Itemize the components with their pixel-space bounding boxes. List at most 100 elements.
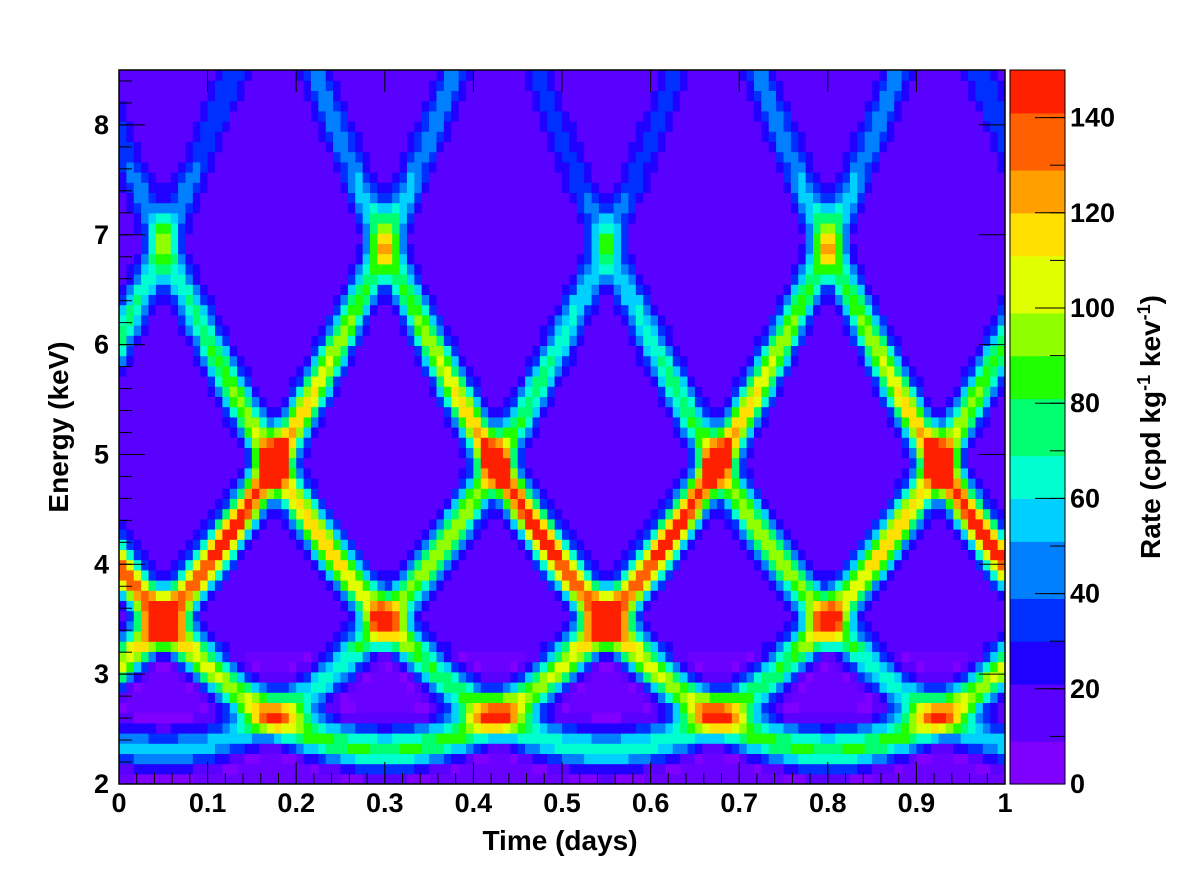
heat-cell xyxy=(525,172,534,183)
heat-cell xyxy=(325,325,334,336)
heat-cell xyxy=(325,355,334,367)
heat-cell xyxy=(266,110,275,122)
heat-cell xyxy=(119,80,127,91)
heat-cell xyxy=(517,600,526,612)
heat-cell xyxy=(613,100,622,112)
heat-cell xyxy=(650,661,659,673)
heat-cell xyxy=(621,733,630,744)
heat-cell xyxy=(340,325,349,336)
heat-cell xyxy=(598,314,607,326)
heat-cell xyxy=(436,233,445,244)
heat-cell xyxy=(598,437,607,448)
heat-cell xyxy=(643,202,652,214)
heat-cell xyxy=(488,590,497,601)
heat-cell xyxy=(296,131,305,142)
heat-cell xyxy=(584,355,593,367)
heat-cell xyxy=(310,182,319,193)
heat-cell xyxy=(200,294,209,306)
heat-cell xyxy=(178,488,187,499)
heat-cell xyxy=(192,631,201,642)
heat-cell xyxy=(584,284,593,295)
heat-cell xyxy=(333,610,342,622)
heat-cell xyxy=(303,294,312,306)
heat-cell xyxy=(318,580,327,591)
heat-cell xyxy=(303,437,312,448)
heat-cell xyxy=(591,406,600,418)
heat-cell xyxy=(200,437,209,448)
heat-cell xyxy=(392,416,401,428)
heat-cell xyxy=(178,355,187,367)
heat-cell xyxy=(495,641,504,652)
heat-cell xyxy=(214,488,223,499)
heat-cell xyxy=(296,294,305,306)
heat-cell xyxy=(576,131,585,142)
heat-cell xyxy=(126,467,135,479)
heat-cell xyxy=(525,141,534,153)
heat-cell xyxy=(517,498,526,510)
heat-cell xyxy=(244,365,253,377)
heat-cell xyxy=(237,529,246,540)
heat-cell xyxy=(303,182,312,193)
heat-cell xyxy=(148,559,157,571)
heat-cell xyxy=(554,192,563,204)
heat-cell xyxy=(251,151,260,163)
heat-cell xyxy=(392,661,401,673)
heat-cell xyxy=(163,233,172,244)
heat-cell xyxy=(429,661,438,673)
heat-cell xyxy=(229,590,238,601)
heat-cell xyxy=(207,355,216,367)
heat-cell xyxy=(502,386,511,397)
heat-cell xyxy=(525,345,534,357)
heat-cell xyxy=(525,437,534,448)
heat-cell xyxy=(414,376,423,387)
heat-cell xyxy=(126,518,135,530)
heat-cell xyxy=(466,416,474,428)
heat-cell xyxy=(288,212,297,224)
heat-cell xyxy=(163,151,172,163)
heat-cell xyxy=(628,192,637,204)
heat-cell xyxy=(288,151,297,163)
heat-cell xyxy=(266,671,275,683)
heat-cell xyxy=(643,100,652,112)
heat-cell xyxy=(133,722,142,734)
heat-cell xyxy=(466,335,474,346)
heat-cell xyxy=(525,304,534,316)
heat-cell xyxy=(392,539,401,550)
heat-cell xyxy=(274,529,283,540)
heat-cell xyxy=(562,631,570,642)
heat-cell xyxy=(606,233,615,244)
heat-cell xyxy=(340,457,349,469)
heat-cell xyxy=(554,151,563,163)
heat-cell xyxy=(525,682,534,693)
heat-cell xyxy=(370,325,379,336)
heat-cell xyxy=(384,753,393,765)
heat-cell xyxy=(436,427,445,438)
heat-cell xyxy=(133,733,142,744)
heat-cell xyxy=(657,620,666,632)
heat-cell xyxy=(466,233,474,244)
heat-cell xyxy=(170,314,179,326)
heat-cell xyxy=(517,753,526,765)
heat-cell xyxy=(495,518,504,530)
heat-cell xyxy=(510,90,519,102)
heat-cell xyxy=(192,386,201,397)
heat-cell xyxy=(635,376,644,387)
heat-cell xyxy=(141,610,150,622)
heat-cell xyxy=(584,314,593,326)
heat-cell xyxy=(539,335,548,346)
heat-cell xyxy=(606,733,615,744)
heat-cell xyxy=(141,488,150,499)
heat-cell xyxy=(237,365,246,377)
heat-cell xyxy=(310,447,319,459)
heat-cell xyxy=(406,70,415,81)
heat-cell xyxy=(259,600,268,612)
heat-cell xyxy=(163,161,172,173)
heat-cell xyxy=(473,294,482,306)
heat-cell xyxy=(539,467,548,479)
heat-cell xyxy=(185,427,194,438)
heat-cell xyxy=(200,325,209,336)
heat-cell xyxy=(141,314,150,326)
heat-cell xyxy=(584,712,593,724)
heat-cell xyxy=(214,682,223,693)
heat-cell xyxy=(296,539,305,550)
